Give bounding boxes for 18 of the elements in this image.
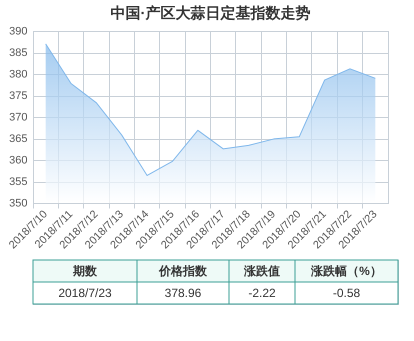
text: 期数 (72, 264, 98, 278)
text: 涨跌幅（%） (310, 264, 382, 278)
y-tick-label: 360 (9, 154, 28, 166)
text: -0.58 (332, 286, 360, 300)
y-tick-label: 365 (9, 133, 28, 145)
y-tick-label: 390 (9, 26, 28, 38)
y-tick-label: 370 (9, 112, 28, 124)
y-tick-label: 385 (9, 47, 28, 59)
y-tick-label: 355 (9, 176, 28, 188)
text: 378.96 (164, 286, 202, 300)
text: 涨跌值 (243, 264, 280, 278)
text: -2.22 (248, 286, 276, 300)
chart-title: 中国·产区大蒜日定基指数走势 (110, 4, 310, 22)
y-tick-label: 350 (9, 198, 28, 210)
y-tick-label: 380 (9, 68, 28, 80)
text: 2018/7/23 (58, 286, 112, 300)
text: 价格指数 (158, 264, 208, 278)
y-tick-label: 375 (9, 90, 28, 102)
